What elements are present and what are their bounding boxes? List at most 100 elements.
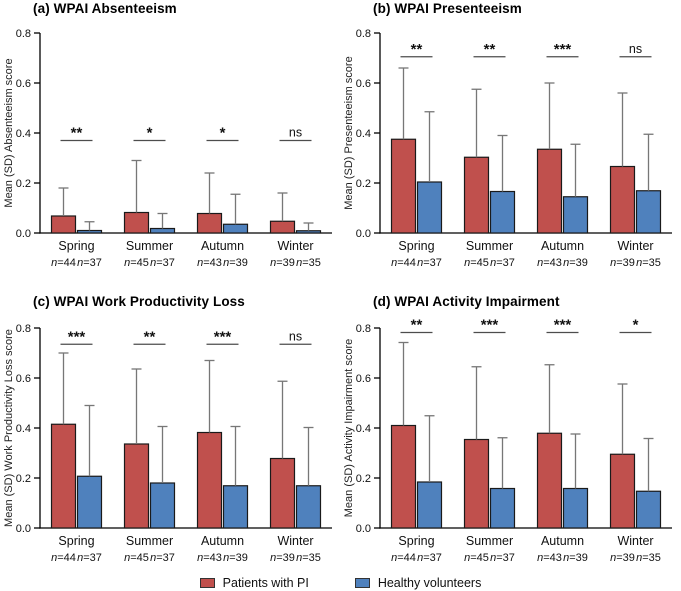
legend-item-patients-with-pi: Patients with PI bbox=[199, 575, 309, 590]
bar-patients-with-pi bbox=[536, 148, 563, 234]
n-label: n=37 bbox=[490, 552, 515, 564]
legend-label-healthy: Healthy volunteers bbox=[377, 575, 482, 590]
n-label: n=37 bbox=[150, 552, 175, 564]
bar-patients-with-pi bbox=[536, 432, 563, 529]
sig-marker: *** bbox=[68, 328, 86, 345]
bar-healthy-volunteers bbox=[416, 481, 443, 529]
bar-patients-with-pi bbox=[463, 438, 490, 529]
bar-patients-with-pi bbox=[463, 156, 490, 234]
n-label: n=39 bbox=[563, 552, 588, 564]
bar-patients-with-pi bbox=[196, 212, 223, 234]
n-label: n=35 bbox=[636, 552, 661, 564]
category-label: Summer bbox=[466, 534, 513, 548]
sig-marker: *** bbox=[554, 317, 572, 334]
n-label: n=44 bbox=[391, 257, 416, 269]
sig-marker: ns bbox=[629, 42, 642, 56]
panel-b-presenteeism: (b) WPAI Presenteeism Mean (SD) Presente… bbox=[340, 0, 681, 280]
healthy-volunteers-swatch-icon bbox=[354, 577, 370, 588]
panel-b-title: (b) WPAI Presenteeism bbox=[373, 1, 522, 16]
legend: Patients with PI Healthy volunteers bbox=[0, 574, 681, 591]
n-label: n=39 bbox=[223, 257, 248, 269]
bar-healthy-volunteers bbox=[76, 475, 103, 529]
n-label: n=39 bbox=[610, 257, 635, 269]
sig-marker: *** bbox=[214, 328, 232, 345]
bar-healthy-volunteers bbox=[295, 485, 322, 529]
legend-label-patients: Patients with PI bbox=[222, 575, 309, 590]
y-tick-label: 0.0 bbox=[16, 228, 31, 240]
n-label: n=37 bbox=[417, 552, 442, 564]
bar-healthy-volunteers bbox=[635, 190, 662, 234]
category-label: Spring bbox=[58, 534, 94, 548]
sig-marker: * bbox=[633, 317, 639, 334]
category-label: Winter bbox=[277, 534, 313, 548]
category-label: Spring bbox=[398, 239, 434, 253]
patients-with-pi-swatch-icon bbox=[199, 577, 215, 588]
sig-marker: ** bbox=[484, 41, 496, 58]
category-label: Summer bbox=[126, 534, 173, 548]
n-label: n=35 bbox=[296, 257, 321, 269]
bar-patients-with-pi bbox=[269, 457, 296, 529]
category-label: Summer bbox=[466, 239, 513, 253]
n-label: n=45 bbox=[464, 257, 489, 269]
n-label: n=45 bbox=[124, 257, 149, 269]
sig-marker: ** bbox=[144, 328, 156, 345]
bar-healthy-volunteers bbox=[222, 485, 249, 529]
panel-a-title: (a) WPAI Absenteeism bbox=[33, 1, 177, 16]
bar-healthy-volunteers bbox=[295, 230, 322, 234]
y-tick-label: 0.2 bbox=[16, 473, 31, 485]
category-label: Spring bbox=[398, 534, 434, 548]
bar-healthy-volunteers bbox=[635, 490, 662, 529]
n-label: n=37 bbox=[417, 257, 442, 269]
n-label: n=45 bbox=[124, 552, 149, 564]
sig-marker: ** bbox=[411, 317, 423, 334]
panel-a-absenteeism: (a) WPAI Absenteeism Mean (SD) Absenteei… bbox=[0, 0, 340, 280]
bar-patients-with-pi bbox=[123, 443, 150, 529]
panel-c-work-productivity-loss: (c) WPAI Work Productivity Loss Mean (SD… bbox=[0, 280, 340, 575]
y-tick-label: 0.0 bbox=[356, 228, 371, 240]
y-tick-label: 0.4 bbox=[16, 128, 31, 140]
y-tick-label: 0.8 bbox=[16, 28, 31, 40]
sig-marker: *** bbox=[554, 41, 572, 58]
legend-item-healthy-volunteers: Healthy volunteers bbox=[354, 575, 482, 590]
n-label: n=43 bbox=[197, 552, 222, 564]
sig-marker: *** bbox=[481, 317, 499, 334]
n-label: n=44 bbox=[51, 257, 76, 269]
category-label: Autumn bbox=[541, 239, 584, 253]
y-tick-label: 0.0 bbox=[356, 523, 371, 535]
n-label: n=39 bbox=[270, 552, 295, 564]
category-label: Summer bbox=[126, 239, 173, 253]
y-tick-label: 0.2 bbox=[356, 473, 371, 485]
bar-healthy-volunteers bbox=[416, 181, 443, 234]
n-label: n=35 bbox=[636, 257, 661, 269]
bar-healthy-volunteers bbox=[222, 223, 249, 234]
bar-patients-with-pi bbox=[123, 211, 150, 234]
n-label: n=39 bbox=[610, 552, 635, 564]
bar-patients-with-pi bbox=[390, 424, 417, 529]
y-tick-label: 0.4 bbox=[16, 423, 31, 435]
n-label: n=39 bbox=[270, 257, 295, 269]
n-label: n=43 bbox=[537, 552, 562, 564]
sig-marker: ** bbox=[411, 41, 423, 58]
n-label: n=43 bbox=[197, 257, 222, 269]
y-tick-label: 0.6 bbox=[16, 78, 31, 90]
n-label: n=37 bbox=[150, 257, 175, 269]
bar-patients-with-pi bbox=[50, 423, 77, 529]
bar-healthy-volunteers bbox=[562, 487, 589, 529]
panel-d-activity-impairment: (d) WPAI Activity Impairment Mean (SD) A… bbox=[340, 280, 681, 575]
category-label: Autumn bbox=[201, 534, 244, 548]
y-tick-label: 0.8 bbox=[356, 28, 371, 40]
n-label: n=35 bbox=[296, 552, 321, 564]
bar-patients-with-pi bbox=[196, 431, 223, 529]
bar-patients-with-pi bbox=[50, 215, 77, 234]
y-tick-label: 0.8 bbox=[356, 323, 371, 335]
y-tick-label: 0.4 bbox=[356, 128, 371, 140]
y-tick-label: 0.2 bbox=[16, 178, 31, 190]
category-label: Winter bbox=[617, 239, 653, 253]
bar-healthy-volunteers bbox=[562, 196, 589, 234]
category-label: Spring bbox=[58, 239, 94, 253]
